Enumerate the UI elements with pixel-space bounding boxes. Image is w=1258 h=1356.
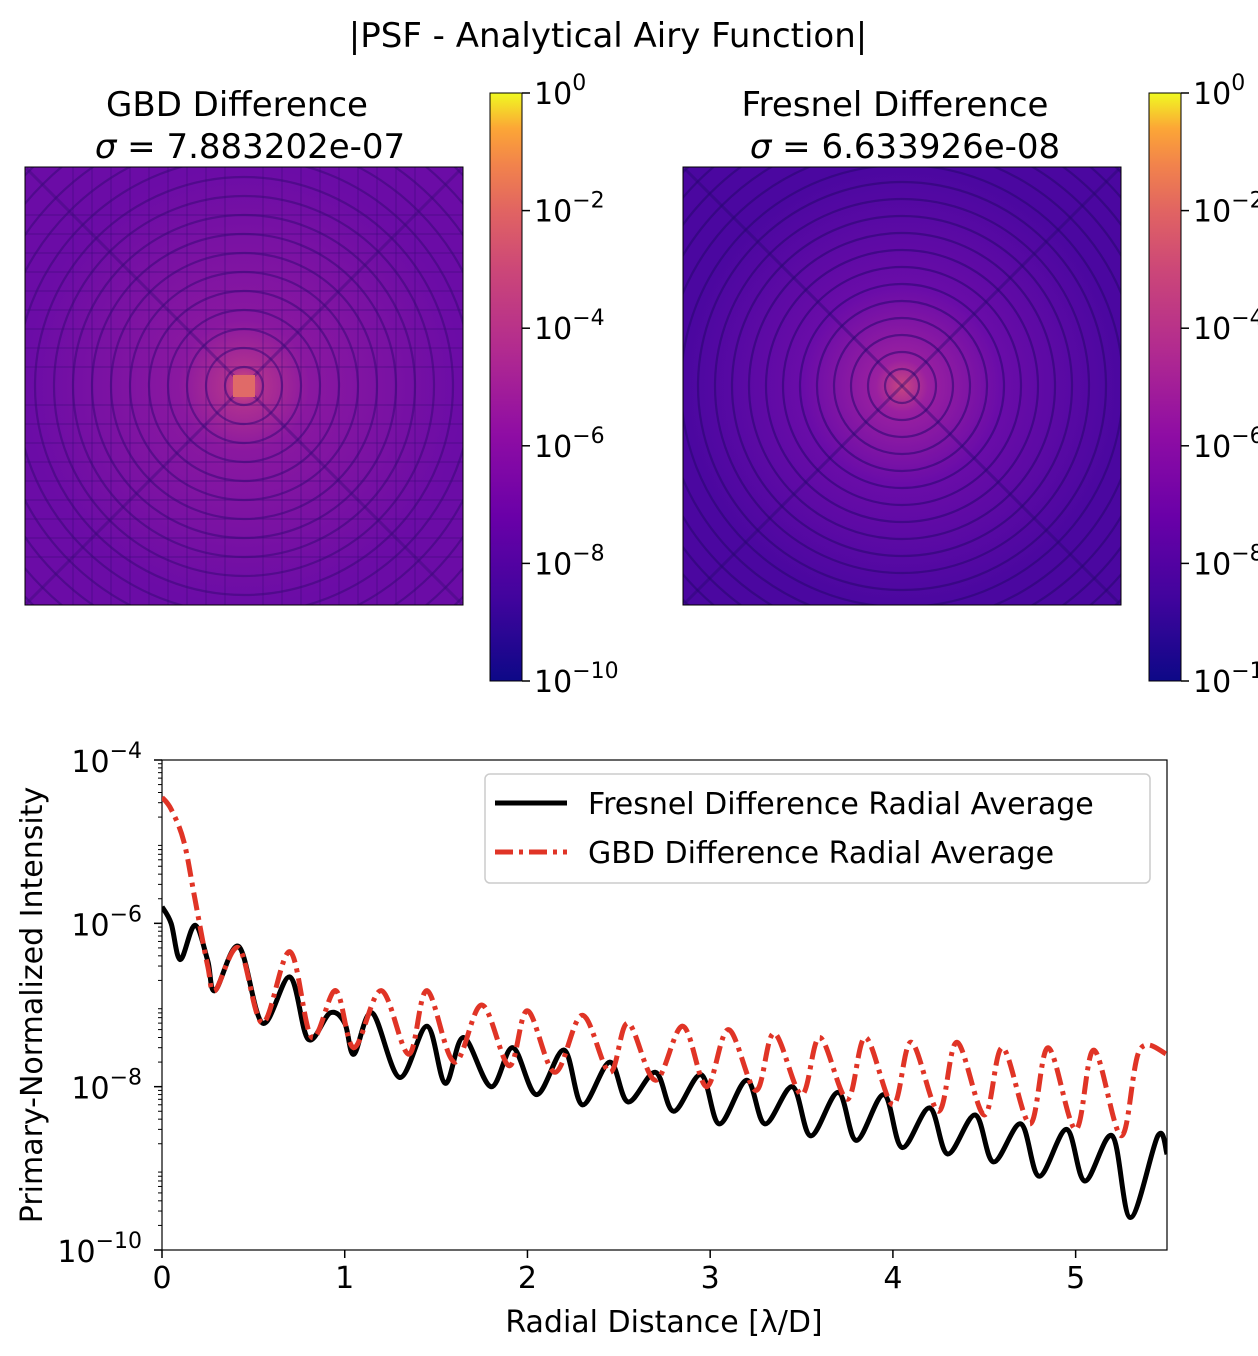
colorbar-tick-label-exponent: −4	[1231, 306, 1258, 331]
gbd-center-peak	[233, 375, 255, 397]
colorbar-tick-label: 100	[534, 71, 586, 112]
y-tick-label-base: 10	[71, 1072, 109, 1107]
colorbar-tick-label-exponent: −6	[572, 424, 604, 449]
colorbar-tick-label-base: 10	[534, 430, 572, 465]
y-tick-label-base: 10	[71, 745, 109, 780]
colorbar-tick-label-exponent: −6	[1231, 424, 1258, 449]
y-tick-label-exponent: −6	[110, 902, 142, 927]
y-axis-label: Primary-Normalized Intensity	[15, 787, 50, 1223]
colorbar-tick-label-base: 10	[1193, 195, 1231, 230]
fresnel-difference-panel: Fresnel Difference σ = 6.633926e-08 1001…	[579, 63, 1258, 709]
x-tick-label: 3	[701, 1261, 720, 1296]
y-tick-label: 10−4	[71, 739, 142, 780]
colorbar-tick-label-exponent: −8	[1231, 541, 1258, 566]
colorbar-tick-label-exponent: −2	[1231, 189, 1258, 214]
gbd-sigma-value: = 7.883202e-07	[116, 127, 405, 167]
y-tick-label-exponent: −10	[96, 1229, 142, 1254]
y-tick-label-base: 10	[57, 1235, 95, 1270]
colorbar-tick-label-exponent: −2	[572, 189, 604, 214]
colorbar-tick-label: 10−8	[534, 541, 605, 582]
y-tick-label: 10−10	[57, 1229, 142, 1270]
x-tick-label: 0	[152, 1261, 171, 1296]
sigma-symbol: σ	[95, 127, 118, 167]
legend-fresnel-label: Fresnel Difference Radial Average	[588, 787, 1094, 822]
y-tick-label-base: 10	[71, 908, 109, 943]
fresnel-colorbar	[1149, 93, 1181, 681]
colorbar-tick-label: 100	[1193, 71, 1245, 112]
figure-title: |PSF - Analytical Airy Function|	[349, 16, 867, 56]
colorbar-tick-label-base: 10	[534, 195, 572, 230]
colorbar-tick-label: 10−6	[1193, 424, 1258, 465]
colorbar-tick-label-base: 10	[534, 665, 572, 700]
colorbar-tick-label-exponent: −4	[572, 306, 604, 331]
x-tick-label: 2	[518, 1261, 537, 1296]
colorbar-tick-label-exponent: 0	[572, 71, 586, 96]
gbd-panel-title: GBD Difference	[106, 85, 368, 125]
y-tick-label: 10−8	[71, 1066, 142, 1107]
colorbar-tick-label-base: 10	[1193, 77, 1231, 112]
fresnel-sigma-value: = 6.633926e-08	[771, 127, 1060, 167]
x-tick-label: 4	[883, 1261, 902, 1296]
colorbar-tick-label: 10−10	[534, 659, 619, 700]
colorbar-tick-label-base: 10	[534, 312, 572, 347]
y-axis-ticks: 10−410−610−810−10	[57, 739, 162, 1270]
colorbar-tick-label-base: 10	[534, 77, 572, 112]
colorbar-tick-label: 10−1	[1193, 659, 1258, 700]
x-tick-label: 5	[1066, 1261, 1085, 1296]
colorbar-tick-label-base: 10	[1193, 547, 1231, 582]
colorbar-tick-label: 10−4	[534, 306, 605, 347]
colorbar-tick-label: 10−2	[534, 189, 605, 230]
y-tick-label: 10−6	[71, 902, 142, 943]
colorbar-tick-label-exponent: −10	[572, 659, 618, 684]
colorbar-tick-label: 10−4	[1193, 306, 1258, 347]
sigma-symbol: σ	[750, 127, 773, 167]
legend: Fresnel Difference Radial Average GBD Di…	[485, 774, 1150, 883]
colorbar-tick-label-exponent: 0	[1231, 71, 1245, 96]
x-axis-ticks: 0 1 2 3 4 5	[152, 1250, 1085, 1296]
colorbar-tick-label-base: 10	[1193, 430, 1231, 465]
y-tick-label-exponent: −4	[110, 739, 142, 764]
gbd-sigma-label: σ = 7.883202e-07	[95, 127, 405, 167]
colorbar-tick-label: 10−2	[1193, 189, 1258, 230]
colorbar-tick-label-base: 10	[534, 547, 572, 582]
colorbar-tick-label: 10−6	[534, 424, 605, 465]
y-tick-label-exponent: −8	[110, 1066, 142, 1091]
x-axis-label: Radial Distance [λ/D]	[505, 1305, 822, 1340]
colorbar-tick-label-base: 10	[1193, 665, 1231, 700]
colorbar-tick-label-exponent: −8	[572, 541, 604, 566]
legend-gbd-label: GBD Difference Radial Average	[588, 836, 1054, 871]
colorbar-tick-label-exponent: −1	[1231, 659, 1258, 684]
fresnel-sigma-label: σ = 6.633926e-08	[750, 127, 1060, 167]
fresnel-panel-title: Fresnel Difference	[742, 85, 1049, 125]
colorbar-tick-label: 10−8	[1193, 541, 1258, 582]
gbd-colorbar	[490, 93, 522, 681]
x-tick-label: 1	[335, 1261, 354, 1296]
gbd-difference-panel: GBD Difference σ = 7.883202e-07 10010−21…	[0, 63, 619, 709]
colorbar-tick-label-base: 10	[1193, 312, 1231, 347]
